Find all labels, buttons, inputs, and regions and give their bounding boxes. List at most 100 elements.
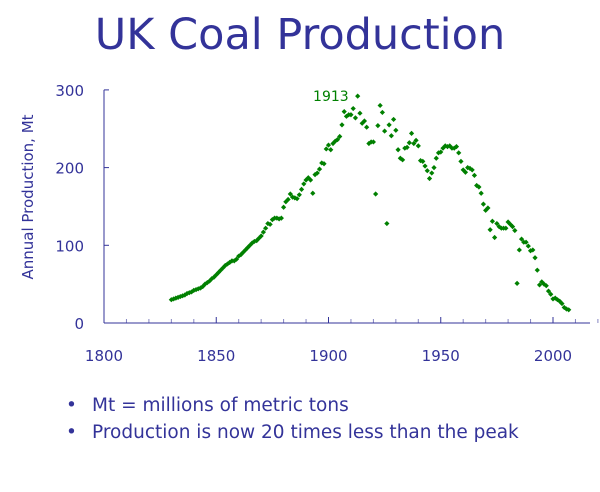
data-point (503, 225, 509, 231)
data-point (518, 236, 525, 242)
data-point (402, 145, 408, 151)
data-point (370, 139, 376, 145)
data-point (285, 196, 291, 203)
data-point (330, 140, 336, 147)
y-tick-label: 200 (55, 160, 84, 178)
data-point (359, 120, 365, 126)
data-point (523, 239, 529, 245)
data-point (494, 220, 500, 227)
note-item: • Mt = millions of metric tons (66, 394, 536, 417)
x-tick-label: 2000 (534, 347, 572, 365)
data-point (301, 181, 307, 187)
data-point (314, 170, 320, 176)
data-point (505, 219, 511, 225)
y-tick-label: 100 (55, 237, 84, 255)
data-point (539, 279, 545, 285)
data-point (487, 227, 493, 233)
data-point (258, 233, 264, 239)
data-point (433, 155, 439, 161)
data-point (256, 235, 262, 241)
data-point (287, 191, 293, 197)
notes-list: • Mt = millions of metric tons • Productio… (66, 394, 536, 448)
data-point (393, 127, 399, 133)
data-point (182, 292, 188, 298)
data-point (422, 163, 428, 169)
data-point (509, 224, 516, 230)
data-point (527, 248, 534, 254)
data-point (424, 168, 430, 174)
data-point (561, 304, 567, 311)
data-point (442, 143, 448, 149)
data-point (191, 287, 197, 293)
data-point (260, 229, 266, 235)
data-point (408, 130, 415, 137)
data-point (485, 205, 491, 211)
data-point (263, 225, 269, 231)
data-point (310, 190, 316, 196)
x-tick-label: 1950 (422, 347, 460, 365)
y-axis-label: Annual Production, Mt (19, 114, 37, 279)
note-item: • Production is now 20 times less than th… (66, 421, 536, 444)
data-point (514, 280, 520, 286)
data-point (559, 300, 565, 307)
data-point (379, 109, 385, 116)
data-point (222, 262, 228, 269)
data-point (438, 149, 444, 155)
annotation-1913: 1913 (313, 89, 349, 105)
data-point (343, 113, 350, 119)
data-point (397, 155, 403, 161)
data-point (382, 128, 388, 134)
data-point (366, 140, 372, 147)
data-point (426, 175, 433, 182)
data-point (512, 227, 518, 234)
data-points (168, 93, 572, 313)
note-text: Production is now 20 times less than the… (92, 422, 519, 443)
data-point (202, 281, 208, 287)
data-point (431, 165, 437, 171)
data-point (294, 196, 300, 202)
data-point (516, 247, 522, 253)
data-point (384, 220, 390, 227)
data-point (377, 102, 383, 109)
data-point (352, 115, 359, 121)
data-point (456, 150, 462, 156)
x-tick-label: 1800 (85, 347, 123, 365)
data-point (332, 138, 338, 144)
data-point (278, 215, 284, 221)
data-point (312, 171, 318, 178)
data-point (211, 274, 217, 280)
data-point (462, 169, 469, 175)
data-point (530, 247, 536, 253)
data-point (557, 298, 563, 304)
data-point (536, 282, 543, 288)
data-point (395, 147, 401, 153)
data-point (276, 216, 282, 222)
data-point (399, 157, 406, 163)
data-point (373, 191, 379, 197)
data-point (298, 186, 305, 192)
axes: 1800 1850 1900 1950 2000 0 100 200 300 (55, 82, 599, 365)
data-point (357, 110, 363, 116)
bullet-icon: • (66, 422, 77, 443)
data-point (532, 255, 538, 261)
data-point (325, 142, 332, 148)
data-point (197, 285, 204, 291)
data-point (489, 218, 495, 224)
data-point (545, 288, 552, 294)
data-point (525, 243, 531, 249)
note-text: Mt = millions of metric tons (92, 395, 349, 416)
data-point (281, 204, 287, 210)
data-point (413, 137, 419, 144)
data-point (233, 256, 240, 262)
data-point (552, 295, 558, 301)
data-point (388, 133, 394, 139)
y-tick-label: 0 (74, 315, 84, 333)
data-point (177, 293, 183, 300)
data-point (386, 122, 392, 128)
data-point (328, 147, 334, 153)
y-tick-label: 300 (55, 82, 84, 100)
data-point (563, 306, 570, 312)
data-point (420, 158, 426, 164)
data-point (321, 161, 327, 167)
